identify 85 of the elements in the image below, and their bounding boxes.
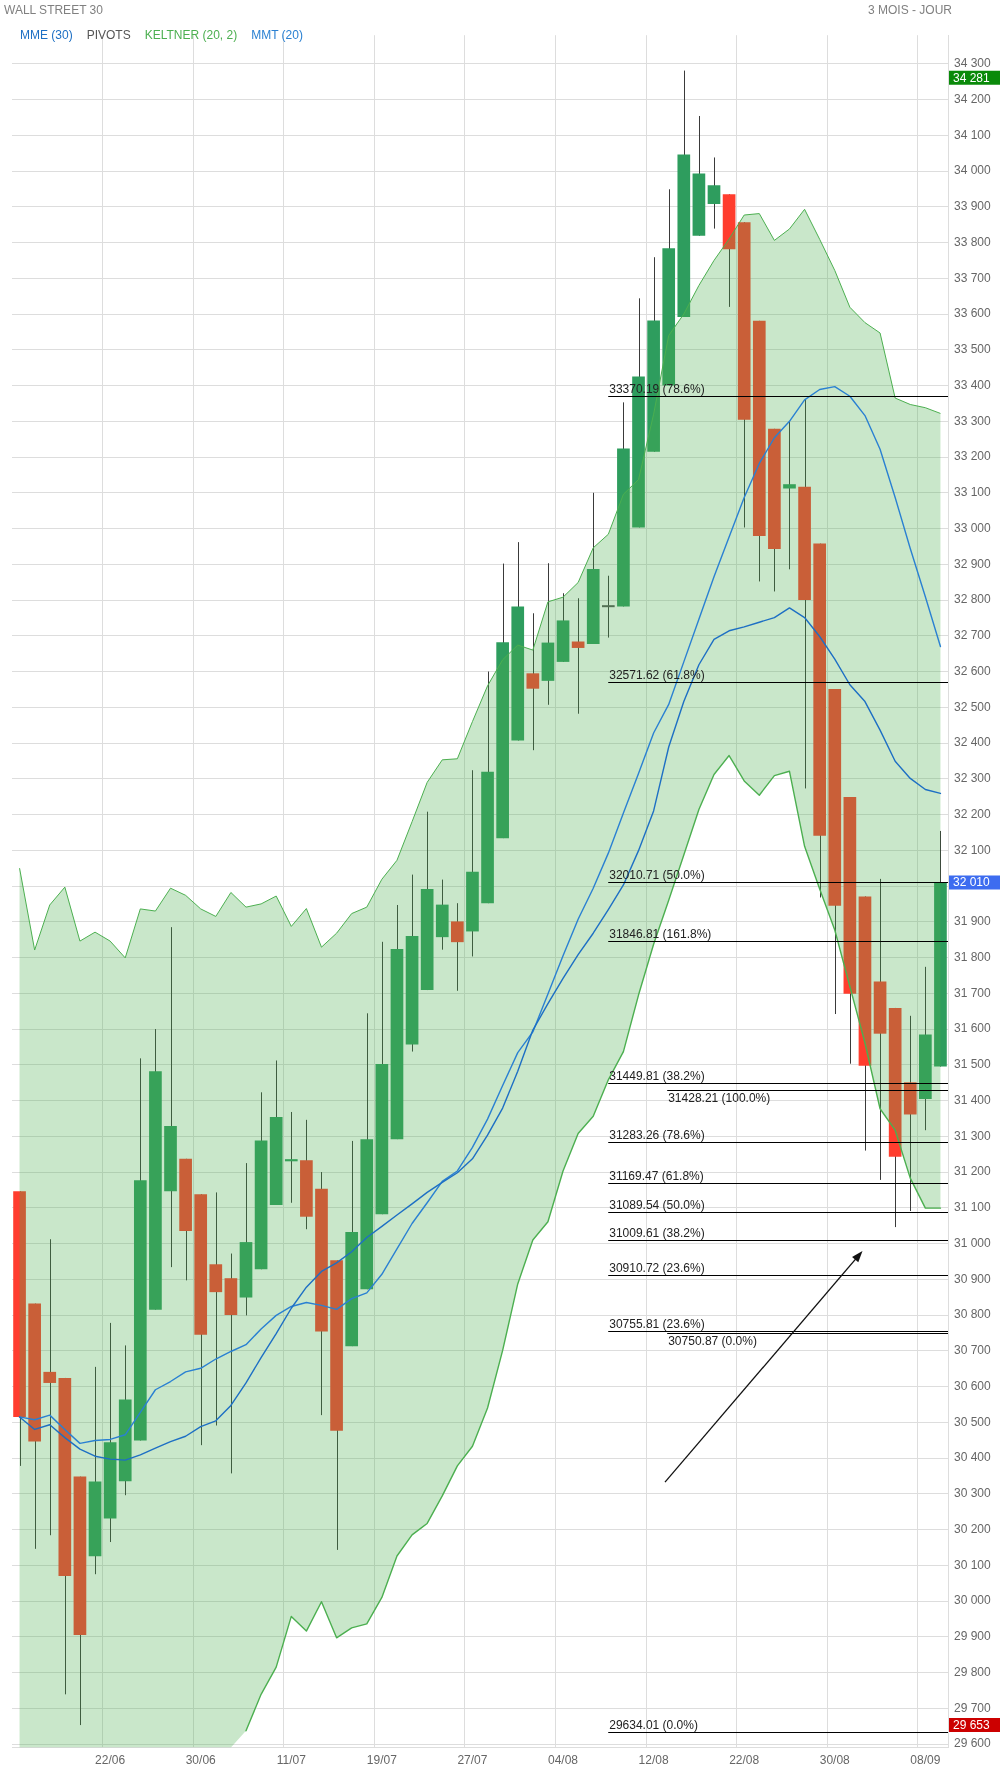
y-tick-label: 30 100: [954, 1557, 992, 1572]
y-tick-label: 31 300: [954, 1128, 992, 1143]
y-tick-label: 32 500: [954, 699, 992, 714]
y-tick-label: 29 900: [954, 1629, 992, 1644]
y-tick-label: 33 900: [954, 199, 992, 214]
y-tick-label: 31 900: [954, 914, 992, 929]
y-tick-label: 32 700: [954, 628, 992, 643]
y-tick-label: 34 300: [954, 56, 992, 71]
x-tick-label: 04/08: [548, 1753, 579, 1768]
y-tick-label: 30 700: [954, 1343, 992, 1358]
y-tick-label: 32 400: [954, 735, 992, 750]
chart-title: WALL STREET 30: [4, 3, 103, 17]
x-tick-label: 19/07: [366, 1753, 398, 1768]
text: KELTNER (20, 2): [144, 28, 238, 42]
y-tick-label: 33 500: [954, 342, 992, 357]
y-tick-label: 33 800: [954, 234, 992, 249]
y-tick-label: 29 600: [954, 1736, 992, 1751]
ref-line-label: 29634.01 (0.0%): [609, 1717, 698, 1732]
ref-line-label: 30755.81 (23.6%): [609, 1316, 705, 1331]
ref-line-label: 31428.21 (100.0%): [668, 1091, 771, 1106]
y-tick-label: 31 500: [954, 1057, 992, 1072]
y-tick-label: 33 100: [954, 485, 992, 500]
ref-line-label: 31283.26 (78.6%): [609, 1128, 705, 1143]
y-tick-label: 32 300: [954, 771, 992, 786]
ref-line-label: 31846.81 (161.8%): [609, 926, 712, 941]
x-tick-label: 30/08: [819, 1753, 851, 1768]
candlestick: [209, 1191, 223, 1426]
ref-line-label: 31169.47 (61.8%): [609, 1168, 704, 1183]
annotation: PIVOTS: [86, 28, 131, 42]
y-tick-label: 34 000: [954, 163, 992, 178]
y-tick-label: 31 600: [954, 1021, 992, 1036]
y-tick-label: 31 800: [954, 949, 992, 964]
y-tick-label: 30 500: [954, 1414, 992, 1429]
candlestick: [707, 156, 721, 230]
x-tick-label: 22/08: [729, 1753, 760, 1768]
x-tick-label: 08/09: [910, 1753, 941, 1768]
candlestick: [43, 1238, 57, 1536]
y-tick-label: 30 800: [954, 1307, 992, 1322]
x-tick-label: 30/06: [185, 1753, 217, 1768]
candlestick: [284, 1111, 298, 1204]
y-tick-label: 29 700: [954, 1700, 992, 1715]
ref-line-label: 30910.72 (23.6%): [609, 1261, 705, 1276]
y-tick-label: 33 600: [954, 306, 992, 321]
y-tick-label: 31 200: [954, 1164, 992, 1179]
candlestick: [451, 902, 464, 992]
y-tick-label: 32 200: [954, 806, 992, 821]
ref-line-label: 31009.61 (38.2%): [609, 1226, 705, 1241]
y-tick-label: 33 700: [954, 270, 992, 285]
y-tick-label: 33 400: [954, 377, 992, 392]
y-tick-label: 30 200: [954, 1521, 992, 1536]
y-tick-label: 30 300: [954, 1486, 992, 1501]
chart-subtitle: 3 MOIS - JOUR: [867, 3, 952, 17]
text: 32 010: [953, 875, 991, 890]
y-tick-label: 29 800: [954, 1664, 992, 1679]
y-tick-label: 32 600: [954, 663, 992, 678]
text: MMT (20): [251, 28, 303, 42]
y-tick-label: 33 200: [954, 449, 992, 464]
y-tick-label: 30 000: [954, 1593, 992, 1608]
y-tick-label: 33 000: [954, 520, 992, 535]
y-tick-label: 31 100: [954, 1200, 992, 1215]
y-tick-label: 31 000: [954, 1235, 992, 1250]
text: 29 653: [953, 1717, 991, 1732]
x-tick-label: 12/08: [638, 1753, 669, 1768]
candlestick: [526, 612, 540, 751]
y-tick-label: 30 900: [954, 1271, 992, 1286]
y-tick-label: 31 700: [954, 985, 992, 1000]
y-tick-label: 32 900: [954, 556, 992, 571]
y-tick-label: 32 800: [954, 592, 992, 607]
y-tick-label: 30 600: [954, 1378, 992, 1393]
y-tick-label: 33 300: [954, 413, 992, 428]
x-tick-label: 22/06: [95, 1753, 126, 1768]
ref-line-label: 30750.87 (0.0%): [668, 1333, 757, 1348]
text: 34 281: [953, 70, 991, 85]
x-tick-label: 11/07: [276, 1753, 307, 1768]
ref-line-label: 31449.81 (38.2%): [609, 1068, 705, 1083]
x-tick-label: 27/07: [457, 1753, 488, 1768]
y-tick-label: 34 100: [954, 127, 992, 142]
candlestick: [783, 420, 796, 570]
ref-line-label: 31089.54 (50.0%): [609, 1197, 705, 1212]
y-tick-label: 31 400: [954, 1092, 992, 1107]
candlestick: [601, 575, 615, 639]
y-tick-label: 32 100: [954, 842, 992, 857]
text: MME (30): [20, 28, 73, 42]
y-tick-label: 34 200: [954, 91, 992, 106]
y-tick-label: 30 400: [954, 1450, 992, 1465]
